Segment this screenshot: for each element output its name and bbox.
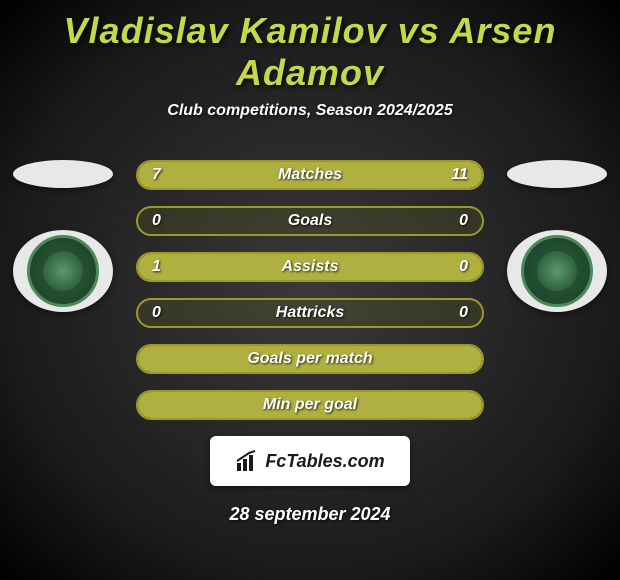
- country-badge-right: [507, 160, 607, 188]
- stat-value-right: 0: [459, 304, 468, 322]
- club-badge-right: [507, 230, 607, 312]
- stat-label: Assists: [282, 258, 339, 276]
- stat-label: Hattricks: [276, 304, 344, 322]
- stat-value-left: 0: [152, 212, 161, 230]
- brand-text: FcTables.com: [265, 451, 384, 472]
- stat-row-hattricks: 0 Hattricks 0: [136, 298, 484, 328]
- stat-value-right: 0: [459, 212, 468, 230]
- date-label: 28 september 2024: [0, 504, 620, 525]
- stats-list: 7 Matches 11 0 Goals 0 1 Assists 0 0 Hat…: [118, 160, 502, 486]
- stat-row-mpg: Min per goal: [136, 390, 484, 420]
- player-left-column: [8, 160, 118, 312]
- brand-box: FcTables.com: [210, 436, 410, 486]
- chart-icon: [235, 449, 259, 473]
- stat-value-left: 7: [152, 166, 161, 184]
- subtitle: Club competitions, Season 2024/2025: [0, 102, 620, 120]
- stat-row-assists: 1 Assists 0: [136, 252, 484, 282]
- stat-label: Min per goal: [263, 396, 357, 414]
- stat-value-left: 0: [152, 304, 161, 322]
- stat-value-right: 11: [451, 166, 468, 184]
- stat-row-matches: 7 Matches 11: [136, 160, 484, 190]
- stat-value-left: 1: [152, 258, 161, 276]
- stat-label: Goals per match: [247, 350, 372, 368]
- club-crest-icon: [521, 235, 593, 307]
- stat-value-right: 0: [459, 258, 468, 276]
- club-badge-left: [13, 230, 113, 312]
- stat-row-goals: 0 Goals 0: [136, 206, 484, 236]
- stat-row-gpm: Goals per match: [136, 344, 484, 374]
- page-title: Vladislav Kamilov vs Arsen Adamov: [0, 0, 620, 94]
- player-right-column: [502, 160, 612, 312]
- stat-label: Goals: [288, 212, 332, 230]
- stat-label: Matches: [278, 166, 342, 184]
- country-badge-left: [13, 160, 113, 188]
- comparison-panel: 7 Matches 11 0 Goals 0 1 Assists 0 0 Hat…: [0, 160, 620, 486]
- club-crest-icon: [27, 235, 99, 307]
